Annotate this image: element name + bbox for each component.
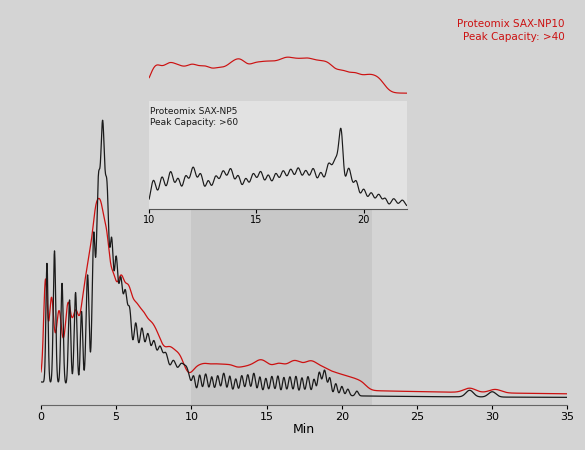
- Text: Proteomix SAX-NP10
Peak Capacity: >40: Proteomix SAX-NP10 Peak Capacity: >40: [457, 18, 565, 42]
- X-axis label: Min: Min: [293, 423, 315, 436]
- Bar: [191, 182, 372, 405]
- Text: Proteomix SAX-NP5
Peak Capacity: >60: Proteomix SAX-NP5 Peak Capacity: >60: [150, 107, 238, 127]
